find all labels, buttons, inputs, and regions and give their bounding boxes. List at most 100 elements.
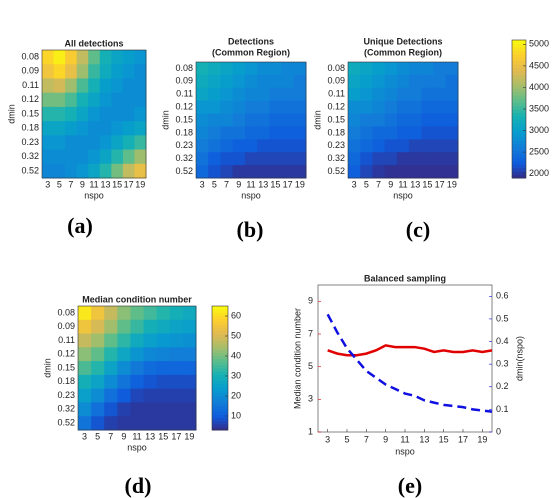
x-tick-label: 19 bbox=[184, 431, 194, 441]
heat-cell bbox=[257, 152, 270, 166]
y-tick-label: 0.08 bbox=[175, 63, 193, 73]
heat-cell bbox=[208, 165, 221, 179]
heat-cell bbox=[269, 126, 283, 140]
heat-cell bbox=[169, 402, 184, 417]
colorbar-segment bbox=[212, 349, 228, 353]
x-tick-label: 11 bbox=[89, 179, 98, 189]
heat-cell bbox=[360, 62, 373, 76]
heat-cell bbox=[421, 165, 435, 179]
heat-cell bbox=[293, 165, 307, 179]
colorbar-segment bbox=[512, 143, 526, 148]
heat-cell bbox=[99, 121, 112, 136]
heat-cell bbox=[88, 149, 101, 165]
heat-cell bbox=[99, 92, 112, 108]
heat-cell bbox=[384, 100, 398, 115]
y-tick-label: 0.52 bbox=[327, 166, 345, 176]
heat-cell bbox=[281, 113, 295, 127]
x-tick-label: 17 bbox=[435, 179, 445, 189]
heat-cell bbox=[156, 416, 171, 431]
y-tick-label: 5 bbox=[308, 361, 313, 371]
colorbar-segment bbox=[212, 355, 228, 360]
heat-cell bbox=[53, 135, 66, 151]
chart-title: Balanced sampling bbox=[364, 273, 446, 283]
x-tick-label: 5 bbox=[57, 179, 62, 189]
heat-cell bbox=[111, 135, 124, 151]
heat-cell bbox=[445, 165, 459, 179]
colorbar-segment bbox=[512, 115, 526, 120]
heat-cell bbox=[65, 135, 78, 151]
colorbar-segment bbox=[212, 364, 228, 369]
heat-cell bbox=[281, 126, 295, 140]
heat-cell bbox=[42, 50, 55, 65]
heat-cell bbox=[91, 402, 105, 417]
x-tick-label: 9 bbox=[388, 179, 393, 189]
colorbar-segment bbox=[512, 91, 526, 96]
heat-cell bbox=[281, 100, 295, 115]
heat-cell bbox=[384, 87, 398, 102]
plot-frame bbox=[317, 284, 493, 433]
colorbar-segment bbox=[512, 129, 526, 134]
heat-cell bbox=[196, 62, 209, 76]
x-tick-label: 9 bbox=[383, 434, 388, 444]
heat-cell bbox=[396, 139, 410, 153]
heat-cell bbox=[433, 113, 447, 127]
colorbar-segment bbox=[212, 386, 228, 391]
heat-cell bbox=[232, 87, 246, 102]
heat-cell bbox=[348, 100, 361, 115]
heat-cell bbox=[360, 74, 373, 89]
colorbar-segment bbox=[212, 327, 228, 332]
colorbar-segment bbox=[212, 333, 228, 338]
heat-cell bbox=[130, 402, 145, 417]
x-tick-label: 19 bbox=[135, 179, 145, 189]
colorbar-segment bbox=[212, 337, 228, 341]
heat-cell bbox=[433, 165, 447, 179]
heat-cell bbox=[372, 74, 386, 89]
colorbar-segment bbox=[212, 361, 228, 366]
heat-cell bbox=[372, 126, 386, 140]
colorbar-segment bbox=[512, 77, 526, 82]
colorbar-tick-label: 3500 bbox=[529, 103, 549, 113]
heat-cell bbox=[91, 388, 105, 403]
chart-title: All detections bbox=[64, 38, 123, 48]
heat-cell bbox=[117, 402, 131, 417]
y-tick-label: 0.09 bbox=[175, 76, 193, 86]
heat-cell bbox=[220, 74, 234, 89]
heat-cell bbox=[433, 126, 447, 140]
y-tick-label: 0.32 bbox=[21, 151, 39, 161]
y-axis-label: dmin bbox=[42, 358, 52, 378]
heat-cell bbox=[372, 87, 386, 102]
colorbar-segment bbox=[512, 171, 526, 176]
heat-cell bbox=[281, 62, 295, 76]
heat-cell bbox=[143, 402, 158, 417]
heat-cell bbox=[130, 374, 145, 390]
heat-cell bbox=[169, 306, 184, 321]
x-tick-label: 7 bbox=[376, 179, 381, 189]
x-tick-label: 3 bbox=[325, 434, 330, 444]
heat-cell bbox=[156, 333, 171, 348]
y-tick-label: 0.23 bbox=[21, 137, 39, 147]
heat-cell bbox=[409, 152, 422, 166]
heat-cell bbox=[445, 62, 459, 76]
x-axis-label: nspo bbox=[84, 190, 104, 200]
colorbar-segment bbox=[512, 150, 526, 155]
y-tick-label: 0.11 bbox=[328, 89, 345, 99]
heat-cell bbox=[156, 388, 171, 403]
heat-cell bbox=[360, 113, 373, 127]
heat-cell bbox=[384, 152, 398, 166]
heat-cell bbox=[220, 100, 234, 115]
colorbar-segment bbox=[512, 105, 526, 110]
heat-cell bbox=[372, 113, 386, 127]
heat-cell bbox=[372, 139, 386, 153]
heat-cell bbox=[99, 78, 112, 94]
heat-cell bbox=[384, 165, 398, 179]
heat-cell bbox=[208, 139, 221, 153]
colorbar-segment bbox=[212, 377, 228, 381]
colorbar-segment bbox=[512, 67, 526, 72]
heat-cell bbox=[111, 121, 124, 136]
heat-cell bbox=[42, 64, 55, 79]
heat-cell bbox=[53, 50, 66, 65]
heat-cell bbox=[143, 347, 158, 362]
y2-tick-label: 0.5 bbox=[496, 313, 509, 323]
heat-cell bbox=[196, 126, 209, 140]
heat-cell bbox=[433, 74, 447, 89]
